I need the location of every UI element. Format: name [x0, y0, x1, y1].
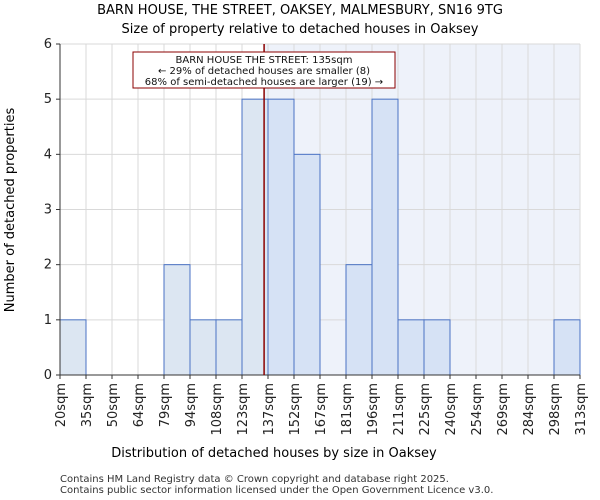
x-tick-label: 94sqm: [184, 383, 199, 427]
y-tick-label: 3: [44, 203, 52, 218]
x-tick-label: 137sqm: [262, 383, 277, 436]
x-tick-label: 79sqm: [158, 383, 173, 427]
bar: [553, 319, 581, 376]
annotation-box: [132, 51, 396, 89]
x-tick-label: 50sqm: [106, 383, 121, 427]
x-tick-label: 225sqm: [418, 383, 433, 436]
y-tick-label: 4: [44, 147, 52, 162]
chart-subtitle: Size of property relative to detached ho…: [122, 22, 479, 37]
y-tick-label: 5: [44, 92, 52, 107]
x-tick-label: 181sqm: [340, 383, 355, 436]
bar: [345, 264, 373, 376]
bar: [423, 319, 451, 376]
bar: [397, 319, 425, 376]
x-tick-label: 167sqm: [314, 383, 329, 436]
annotation-line-2: ← 29% of detached houses are smaller (8): [158, 66, 370, 77]
chart-title: BARN HOUSE, THE STREET, OAKSEY, MALMESBU…: [97, 3, 503, 18]
bar: [267, 98, 295, 376]
footer-copyright: Contains HM Land Registry data © Crown c…: [60, 474, 449, 485]
x-tick-label: 64sqm: [132, 383, 147, 427]
bar: [189, 319, 217, 376]
x-tick-label: 108sqm: [210, 383, 225, 436]
x-tick-label: 254sqm: [470, 383, 485, 436]
x-tick-label: 240sqm: [444, 383, 459, 436]
x-tick-label: 269sqm: [496, 383, 511, 436]
y-tick-label: 1: [44, 313, 52, 328]
x-tick-label: 313sqm: [574, 383, 589, 436]
x-tick-label: 211sqm: [392, 383, 407, 436]
y-axis-label: Number of detached properties: [3, 108, 18, 313]
bar: [215, 319, 243, 376]
footer-licence: Contains public sector information licen…: [60, 485, 494, 496]
x-tick-label: 123sqm: [236, 383, 251, 436]
x-tick-label: 284sqm: [522, 383, 537, 436]
annotation-line-1: BARN HOUSE THE STREET: 135sqm: [176, 55, 353, 66]
bar: [293, 153, 321, 376]
y-tick-label: 6: [44, 37, 52, 52]
y-tick-label: 2: [44, 258, 52, 273]
x-tick-label: 20sqm: [54, 383, 69, 427]
bar: [163, 264, 191, 376]
bar: [59, 319, 87, 376]
x-axis-label: Distribution of detached houses by size …: [111, 446, 437, 461]
x-tick-label: 298sqm: [548, 383, 563, 436]
y-tick-label: 0: [44, 368, 52, 383]
plot-area: 0 1 2 3 4 5 6 20sqm 35sqm 50sqm 64sqm 79sqm 94sqm 108…: [44, 37, 589, 436]
x-tick-label: 152sqm: [288, 383, 303, 436]
x-tick-label: 35sqm: [80, 383, 95, 427]
bar: [371, 98, 399, 376]
annotation-line-3: 68% of semi-detached houses are larger (…: [145, 77, 383, 88]
x-tick-label: 196sqm: [366, 383, 381, 436]
